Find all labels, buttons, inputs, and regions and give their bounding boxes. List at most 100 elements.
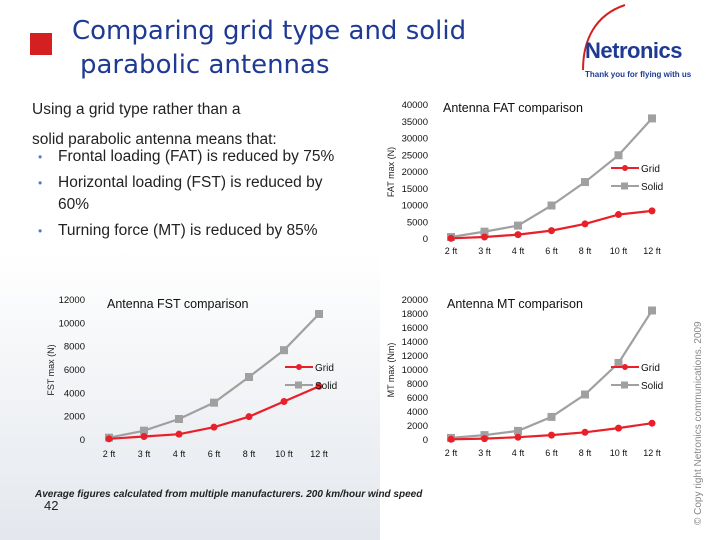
data-point-solid	[581, 178, 589, 187]
chart-title: Antenna FST comparison	[107, 297, 249, 311]
x-tick-label: 6 ft	[545, 246, 558, 256]
y-tick-label: 20000	[402, 295, 428, 306]
data-point-solid	[648, 306, 656, 315]
data-point-grid	[615, 211, 622, 219]
data-point-grid	[245, 413, 253, 421]
x-tick-label: 6 ft	[208, 449, 221, 459]
legend-label-solid: Solid	[315, 381, 337, 392]
data-point-solid	[514, 221, 522, 230]
legend-marker-grid	[622, 364, 628, 370]
intro-line-2: solid parabolic antenna means that:	[32, 131, 277, 148]
y-tick-label: 0	[80, 435, 85, 446]
y-tick-label: 10000	[59, 318, 85, 329]
x-tick-label: 2 ft	[445, 448, 458, 458]
data-point-solid	[614, 151, 623, 160]
x-tick-label: 2 ft	[445, 246, 458, 256]
data-point-grid	[581, 220, 589, 228]
list-item: • Horizontal loading (FST) is reduced by…	[38, 172, 368, 216]
data-point-solid	[648, 114, 656, 123]
x-tick-label: 3 ft	[478, 448, 491, 458]
y-tick-label: 2000	[64, 412, 85, 423]
x-tick-label: 4 ft	[512, 246, 525, 256]
y-tick-label: 8000	[407, 379, 428, 390]
y-tick-label: 6000	[64, 365, 85, 376]
intro-line-1: Using a grid type rather than a	[32, 101, 241, 118]
series-line-solid	[450, 117, 653, 239]
fst-chart: FST max (N) 0 2000 4000 6000 8000 10000 12000 An…	[46, 295, 337, 459]
y-tick-label: 8000	[64, 342, 85, 353]
y-tick-label: 30000	[402, 134, 428, 145]
title-line-1: Comparing grid type and solid	[72, 16, 467, 46]
data-point-grid	[514, 433, 522, 441]
y-axis-label: FAT max (N)	[386, 147, 396, 197]
y-tick-label: 12000	[402, 351, 428, 362]
data-point-solid	[315, 310, 323, 318]
legend-label-solid: Solid	[641, 182, 663, 193]
data-point-grid	[615, 424, 622, 432]
legend-label-grid: Grid	[315, 363, 334, 374]
data-point-grid	[514, 231, 522, 239]
data-point-solid	[280, 346, 288, 355]
data-point-grid	[105, 435, 113, 443]
bullet-dot-icon: •	[38, 150, 43, 164]
logo-wordmark: Netronics	[585, 38, 682, 63]
data-point-grid	[581, 428, 589, 436]
y-axis-label: FST max (N)	[46, 344, 56, 395]
y-tick-label: 15000	[402, 184, 428, 195]
x-tick-label: 8 ft	[579, 246, 592, 256]
x-tick-label: 3 ft	[138, 449, 151, 459]
series-line-solid	[108, 313, 320, 439]
data-point-grid	[548, 431, 555, 439]
data-point-grid	[140, 433, 148, 440]
data-point-grid	[315, 382, 323, 390]
legend-marker-solid	[621, 182, 628, 190]
data-point-grid	[447, 435, 455, 443]
intro-text: Using a grid type rather than a solid pa…	[32, 95, 372, 155]
background-decoration	[0, 250, 380, 540]
bullet-text: Turning force (MT) is reduced by 85%	[58, 222, 318, 239]
data-point-solid	[140, 426, 148, 435]
fat-chart: FAT max (N) 0 5000 10000 15000 20000 25000 3000…	[386, 100, 663, 256]
y-tick-label: 10000	[402, 201, 428, 212]
data-point-grid	[481, 435, 488, 443]
data-point-grid	[280, 398, 288, 405]
bullet-dot-icon: •	[38, 176, 43, 190]
bullet-text: Horizontal loading (FST) is reduced by 6…	[58, 174, 323, 213]
y-tick-label: 40000	[402, 100, 428, 111]
legend-marker-solid	[295, 381, 302, 389]
mt-chart: MT max (Nm) 0 2000 4000 6000 8000 10000 12000 14…	[386, 295, 663, 458]
y-tick-label: 0	[423, 234, 428, 245]
data-point-grid	[648, 419, 656, 427]
bullet-list: • Frontal loading (FAT) is reduced by 75…	[38, 146, 368, 246]
data-point-solid	[514, 426, 522, 435]
data-point-solid	[614, 359, 623, 367]
x-tick-label: 3 ft	[478, 246, 491, 256]
data-point-solid	[581, 390, 589, 399]
x-tick-label: 10 ft	[610, 448, 628, 458]
x-tick-label: 4 ft	[512, 448, 525, 458]
y-tick-label: 0	[423, 435, 428, 446]
legend-marker-grid	[296, 364, 302, 370]
y-tick-label: 25000	[402, 150, 428, 161]
data-point-grid	[648, 207, 656, 215]
data-point-solid	[245, 373, 253, 381]
legend-label-grid: Grid	[641, 164, 660, 175]
footnote: Average figures calculated from multiple…	[35, 489, 423, 500]
y-tick-label: 35000	[402, 117, 428, 128]
logo-tagline: Thank you for flying with us	[585, 70, 692, 79]
data-point-solid	[175, 415, 183, 423]
chart-title: Antenna FAT comparison	[443, 101, 583, 115]
page-title: Comparing grid type and solid parabolic …	[72, 14, 472, 82]
x-tick-label: 10 ft	[275, 449, 293, 459]
x-tick-label: 2 ft	[103, 449, 116, 459]
x-tick-label: 8 ft	[243, 449, 256, 459]
y-tick-label: 2000	[407, 421, 428, 432]
list-item: • Frontal loading (FAT) is reduced by 75…	[38, 146, 368, 168]
data-point-grid	[548, 227, 555, 235]
x-tick-label: 4 ft	[173, 449, 186, 459]
logo-arc-icon	[582, 4, 626, 71]
bullet-dot-icon: •	[38, 224, 43, 238]
y-tick-label: 10000	[402, 365, 428, 376]
y-tick-label: 4000	[407, 407, 428, 418]
y-tick-label: 18000	[402, 309, 428, 320]
